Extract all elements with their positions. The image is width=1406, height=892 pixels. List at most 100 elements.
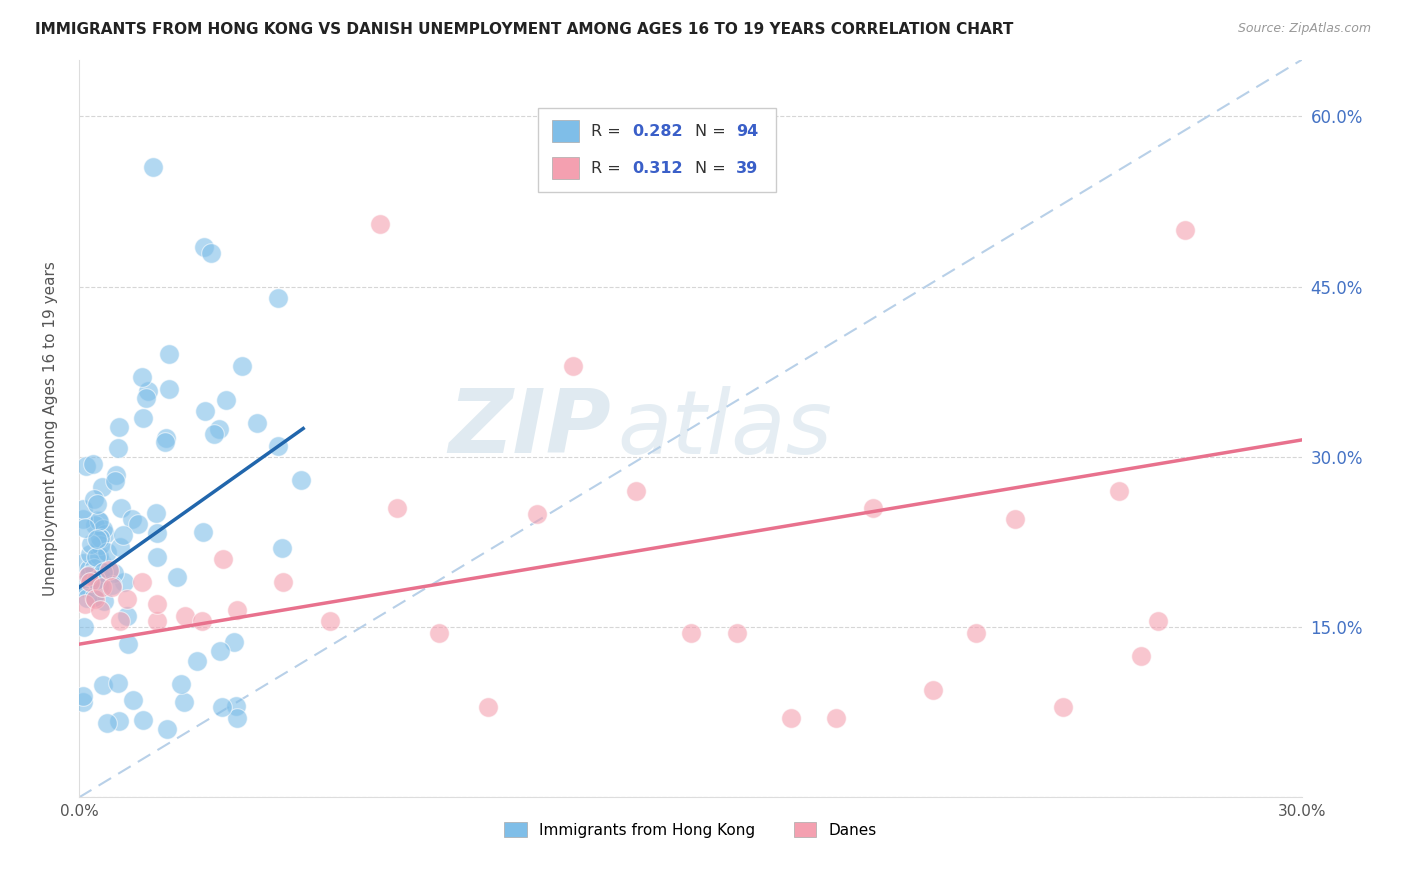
Point [72,512,94,526]
Point [1174,223,1197,237]
Point [211,699,233,714]
Point [921,682,943,697]
Point [72,502,94,516]
Point [105,468,128,483]
Point [191,615,214,629]
Point [146,526,169,541]
Point [477,699,499,714]
Point [89,531,111,545]
Point [131,370,153,384]
Point [427,625,450,640]
Point [246,416,269,430]
Point [1004,512,1026,526]
Point [89,538,111,552]
Text: 0.312: 0.312 [631,161,682,176]
Text: R =: R = [592,124,626,138]
Point [87,513,110,527]
Point [1108,483,1130,498]
Point [82,457,104,471]
Point [72,576,94,591]
Point [91,522,114,536]
Point [290,473,312,487]
Point [108,714,131,728]
Point [73,598,96,612]
Point [267,438,290,452]
FancyBboxPatch shape [537,108,776,193]
Point [107,676,129,690]
Point [87,514,110,528]
Text: N =: N = [696,124,731,138]
Point [166,570,188,584]
Point [115,609,138,624]
Point [122,693,145,707]
Point [202,427,225,442]
Point [80,537,103,551]
Point [215,393,238,408]
Point [624,483,647,498]
Text: R =: R = [592,161,626,176]
Point [72,620,94,634]
Point [174,608,197,623]
Point [193,240,215,254]
Point [132,713,155,727]
Point [145,598,167,612]
Point [142,161,165,175]
Point [173,696,195,710]
Text: 39: 39 [735,161,758,176]
Point [87,580,110,594]
Text: atlas: atlas [617,385,832,472]
Point [135,392,157,406]
Point [194,404,217,418]
Bar [553,120,579,142]
Point [127,517,149,532]
Point [86,532,108,546]
Point [208,422,231,436]
Point [112,528,135,542]
Point [108,615,131,629]
Point [93,593,115,607]
Point [115,591,138,606]
Point [72,695,94,709]
Point [231,359,253,373]
Point [965,625,987,640]
Point [97,564,120,578]
Point [90,557,112,571]
Point [86,550,108,565]
Text: Source: ZipAtlas.com: Source: ZipAtlas.com [1237,22,1371,36]
Text: 94: 94 [735,124,758,138]
Point [83,518,105,533]
Point [226,711,249,725]
Point [561,359,583,373]
Text: N =: N = [696,161,731,176]
Point [186,654,208,668]
Point [131,574,153,589]
Point [780,711,803,725]
Point [200,245,222,260]
Point [157,347,180,361]
Point [725,625,748,640]
Point [370,217,392,231]
Point [146,615,169,629]
Point [132,411,155,425]
Point [77,569,100,583]
Point [104,474,127,488]
Point [76,581,98,595]
Point [91,677,114,691]
Point [225,699,247,714]
Point [117,637,139,651]
Point [83,590,105,604]
Point [103,566,125,581]
Point [83,561,105,575]
Point [318,615,340,629]
Point [96,545,118,559]
Point [385,500,408,515]
Point [209,644,232,658]
Point [170,677,193,691]
Point [91,565,114,579]
Point [108,420,131,434]
Point [1052,699,1074,714]
Point [1129,648,1152,663]
Point [79,574,101,589]
Point [121,512,143,526]
Point [155,431,177,445]
